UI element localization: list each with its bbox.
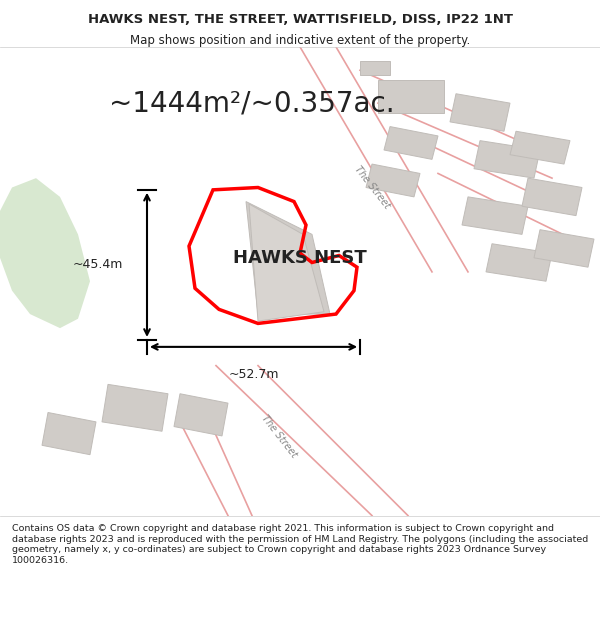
- Text: The Street: The Street: [352, 164, 392, 211]
- Polygon shape: [486, 244, 552, 281]
- Polygon shape: [384, 126, 438, 159]
- Polygon shape: [42, 412, 96, 455]
- Polygon shape: [174, 394, 228, 436]
- Polygon shape: [249, 204, 324, 321]
- Polygon shape: [474, 141, 540, 178]
- Polygon shape: [378, 79, 444, 112]
- Text: ~52.7m: ~52.7m: [228, 368, 279, 381]
- Polygon shape: [360, 61, 390, 75]
- Polygon shape: [534, 229, 594, 268]
- Text: ~45.4m: ~45.4m: [73, 258, 123, 271]
- Polygon shape: [450, 94, 510, 131]
- Text: HAWKS NEST: HAWKS NEST: [233, 249, 367, 267]
- Polygon shape: [510, 131, 570, 164]
- Polygon shape: [366, 164, 420, 197]
- Polygon shape: [462, 197, 528, 234]
- Text: ~1444m²/~0.357ac.: ~1444m²/~0.357ac.: [109, 89, 395, 117]
- Text: Contains OS data © Crown copyright and database right 2021. This information is : Contains OS data © Crown copyright and d…: [12, 524, 588, 564]
- Text: HAWKS NEST, THE STREET, WATTISFIELD, DISS, IP22 1NT: HAWKS NEST, THE STREET, WATTISFIELD, DIS…: [88, 13, 512, 26]
- Polygon shape: [522, 178, 582, 216]
- Polygon shape: [102, 384, 168, 431]
- Polygon shape: [246, 201, 330, 314]
- Text: Map shows position and indicative extent of the property.: Map shows position and indicative extent…: [130, 34, 470, 47]
- Text: The Street: The Street: [259, 412, 299, 459]
- Polygon shape: [0, 178, 90, 328]
